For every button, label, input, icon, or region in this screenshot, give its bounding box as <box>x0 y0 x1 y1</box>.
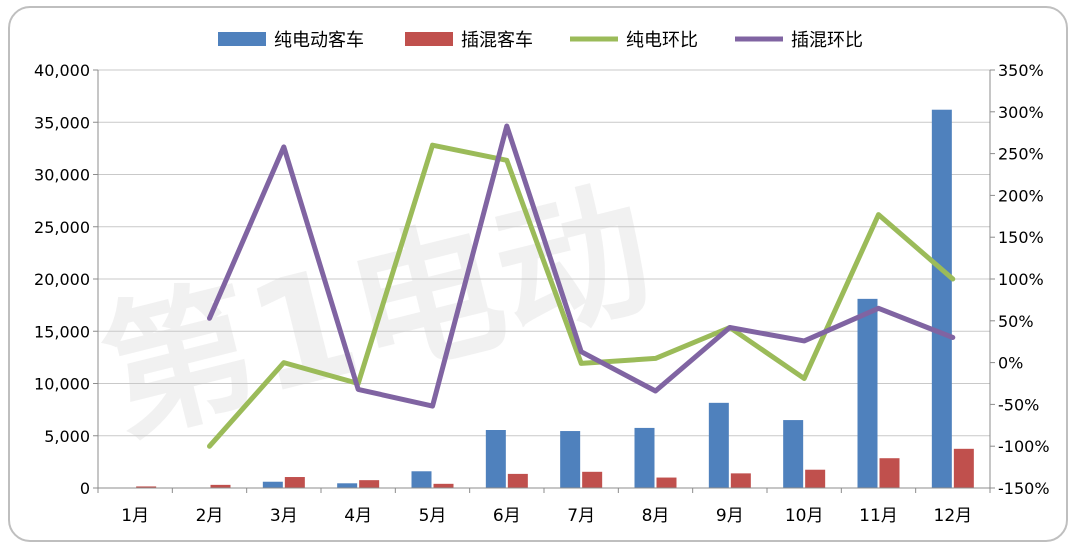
left-tick-label: 0 <box>80 479 90 498</box>
x-tick-label: 12月 <box>934 506 973 526</box>
right-tick-label: -50% <box>998 395 1039 414</box>
bar <box>507 473 528 488</box>
bar <box>560 431 581 488</box>
bar <box>359 480 380 488</box>
legend-label: 插混客车 <box>461 30 533 51</box>
bar-series <box>136 109 974 489</box>
right-tick-label: 250% <box>998 145 1044 164</box>
series-line <box>207 142 956 449</box>
legend-label: 纯电动客车 <box>274 30 364 51</box>
x-tick-label: 9月 <box>716 506 744 526</box>
right-tick-label: 50% <box>998 312 1034 331</box>
series-line <box>207 123 956 409</box>
bar <box>805 469 826 488</box>
x-tick-label: 8月 <box>642 506 670 526</box>
bar <box>210 484 231 488</box>
x-tick-label: 6月 <box>493 506 521 526</box>
left-tick-label: 30,000 <box>34 166 90 185</box>
left-tick-label: 40,000 <box>34 61 90 80</box>
x-tick-label: 10月 <box>785 506 824 526</box>
bar <box>262 481 283 488</box>
right-tick-label: 200% <box>998 186 1044 205</box>
legend-label: 纯电环比 <box>626 30 698 51</box>
bar <box>708 402 729 488</box>
x-tick-label: 1月 <box>121 506 149 526</box>
left-tick-label: 20,000 <box>34 270 90 289</box>
x-tick-label: 11月 <box>859 506 898 526</box>
right-tick-label: -150% <box>998 479 1050 498</box>
tick-labels: 0 5,000 10,000 15,000 20,000 25,000 30,000 35,0… <box>34 61 1050 526</box>
bar <box>634 427 655 488</box>
legend-swatch <box>405 32 453 46</box>
right-tick-label: 300% <box>998 103 1044 122</box>
left-tick-label: 15,000 <box>34 322 90 341</box>
legend: 纯电动客车 插混客车 纯电环比 插混环比 <box>218 30 863 51</box>
chart-frame <box>8 6 1068 542</box>
svg-text:第1电动: 第1电动 <box>87 162 667 465</box>
bar <box>582 471 603 488</box>
line-series <box>207 123 956 449</box>
left-tick-label: 25,000 <box>34 218 90 237</box>
x-tick-label: 5月 <box>419 506 447 526</box>
bar <box>284 477 305 488</box>
legend-label: 插混环比 <box>791 30 863 51</box>
right-tick-label: 100% <box>998 270 1044 289</box>
bar <box>783 420 804 488</box>
x-tick-label: 3月 <box>270 506 298 526</box>
bar <box>411 471 432 488</box>
left-tick-label: 10,000 <box>34 375 90 394</box>
bar <box>136 486 157 488</box>
x-tick-label: 4月 <box>344 506 372 526</box>
bar <box>857 298 878 488</box>
right-tick-label: 150% <box>998 228 1044 247</box>
bar <box>879 458 900 488</box>
bar <box>931 109 952 489</box>
left-tick-label: 5,000 <box>44 427 90 446</box>
right-tick-label: -100% <box>998 437 1050 456</box>
x-tick-label: 7月 <box>567 506 595 526</box>
watermark: 第1电动 <box>87 162 667 465</box>
bar <box>656 477 677 488</box>
bar <box>433 483 454 488</box>
legend-swatch <box>218 32 266 46</box>
right-tick-label: 0% <box>998 354 1023 373</box>
right-tick-label: 350% <box>998 61 1044 80</box>
bar <box>337 483 358 488</box>
left-tick-label: 35,000 <box>34 113 90 132</box>
bar <box>485 430 506 488</box>
axes <box>93 69 995 493</box>
bar <box>730 473 751 488</box>
bar <box>953 448 974 488</box>
x-tick-label: 2月 <box>196 506 224 526</box>
